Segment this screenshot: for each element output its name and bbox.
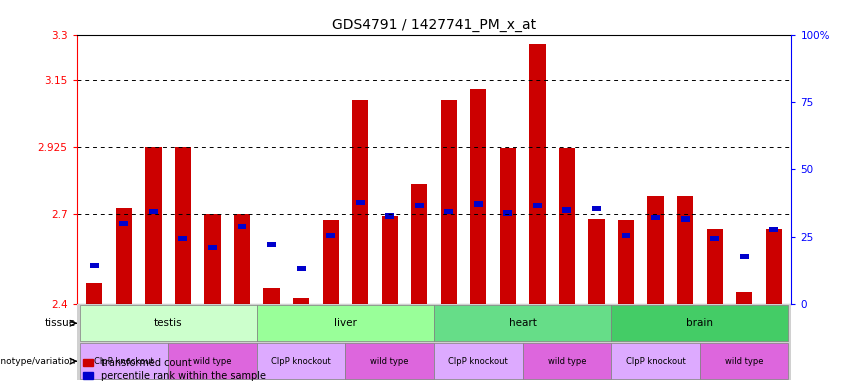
Bar xyxy=(208,245,217,250)
Bar xyxy=(411,184,427,304)
FancyBboxPatch shape xyxy=(346,343,434,379)
Bar xyxy=(648,196,664,304)
Text: liver: liver xyxy=(334,318,357,328)
Title: GDS4791 / 1427741_PM_x_at: GDS4791 / 1427741_PM_x_at xyxy=(332,18,536,32)
Bar xyxy=(86,283,102,304)
Bar xyxy=(119,221,129,226)
FancyBboxPatch shape xyxy=(79,305,257,341)
Bar xyxy=(621,233,631,238)
Bar xyxy=(264,288,280,304)
Text: tissue: tissue xyxy=(45,318,76,328)
FancyBboxPatch shape xyxy=(700,343,789,379)
Bar xyxy=(414,203,424,208)
Text: heart: heart xyxy=(509,318,537,328)
Bar xyxy=(769,227,778,232)
Bar xyxy=(474,201,483,207)
FancyBboxPatch shape xyxy=(168,343,257,379)
FancyBboxPatch shape xyxy=(434,305,611,341)
Bar xyxy=(116,209,132,304)
Bar xyxy=(381,216,397,304)
Bar xyxy=(174,147,191,304)
Bar xyxy=(706,229,722,304)
Bar xyxy=(563,207,571,213)
Bar xyxy=(740,254,749,259)
Bar xyxy=(267,242,276,247)
Text: ClpP knockout: ClpP knockout xyxy=(448,357,508,366)
Text: ClpP knockout: ClpP knockout xyxy=(271,357,331,366)
Bar xyxy=(386,213,394,218)
Bar xyxy=(677,196,694,304)
Bar xyxy=(352,101,368,304)
FancyBboxPatch shape xyxy=(257,305,434,341)
Bar xyxy=(179,236,187,241)
Bar xyxy=(588,219,604,304)
Bar xyxy=(529,43,545,304)
Bar xyxy=(681,216,689,222)
Bar xyxy=(711,236,719,241)
FancyBboxPatch shape xyxy=(257,343,346,379)
FancyBboxPatch shape xyxy=(79,343,168,379)
Bar xyxy=(90,263,99,268)
FancyBboxPatch shape xyxy=(611,305,789,341)
Text: wild type: wild type xyxy=(370,357,409,366)
Bar xyxy=(149,209,157,214)
Bar xyxy=(146,147,162,304)
Bar xyxy=(293,298,309,304)
Bar xyxy=(533,203,542,208)
Text: wild type: wild type xyxy=(548,357,586,366)
Text: ClpP knockout: ClpP knockout xyxy=(625,357,685,366)
Bar xyxy=(651,215,660,220)
FancyBboxPatch shape xyxy=(523,343,611,379)
Bar xyxy=(766,229,782,304)
Bar xyxy=(736,292,752,304)
Bar xyxy=(441,101,457,304)
Text: testis: testis xyxy=(154,318,182,328)
FancyBboxPatch shape xyxy=(434,343,523,379)
Text: ClpP knockout: ClpP knockout xyxy=(94,357,154,366)
Bar xyxy=(323,220,339,304)
Bar xyxy=(559,149,575,304)
Bar xyxy=(592,206,601,211)
Bar xyxy=(237,223,247,229)
Text: wild type: wild type xyxy=(725,357,763,366)
Bar xyxy=(356,200,364,205)
Text: genotype/variation: genotype/variation xyxy=(0,357,76,366)
Bar xyxy=(234,214,250,304)
Legend: transformed count, percentile rank within the sample: transformed count, percentile rank withi… xyxy=(82,356,268,383)
Bar xyxy=(504,210,512,215)
Bar xyxy=(500,149,516,304)
Bar xyxy=(204,214,220,304)
Bar xyxy=(297,266,306,271)
FancyBboxPatch shape xyxy=(611,343,700,379)
Bar xyxy=(326,233,335,238)
Bar xyxy=(618,220,634,304)
Bar xyxy=(471,88,487,304)
Text: brain: brain xyxy=(687,318,713,328)
Bar xyxy=(444,209,454,214)
Text: wild type: wild type xyxy=(193,357,231,366)
